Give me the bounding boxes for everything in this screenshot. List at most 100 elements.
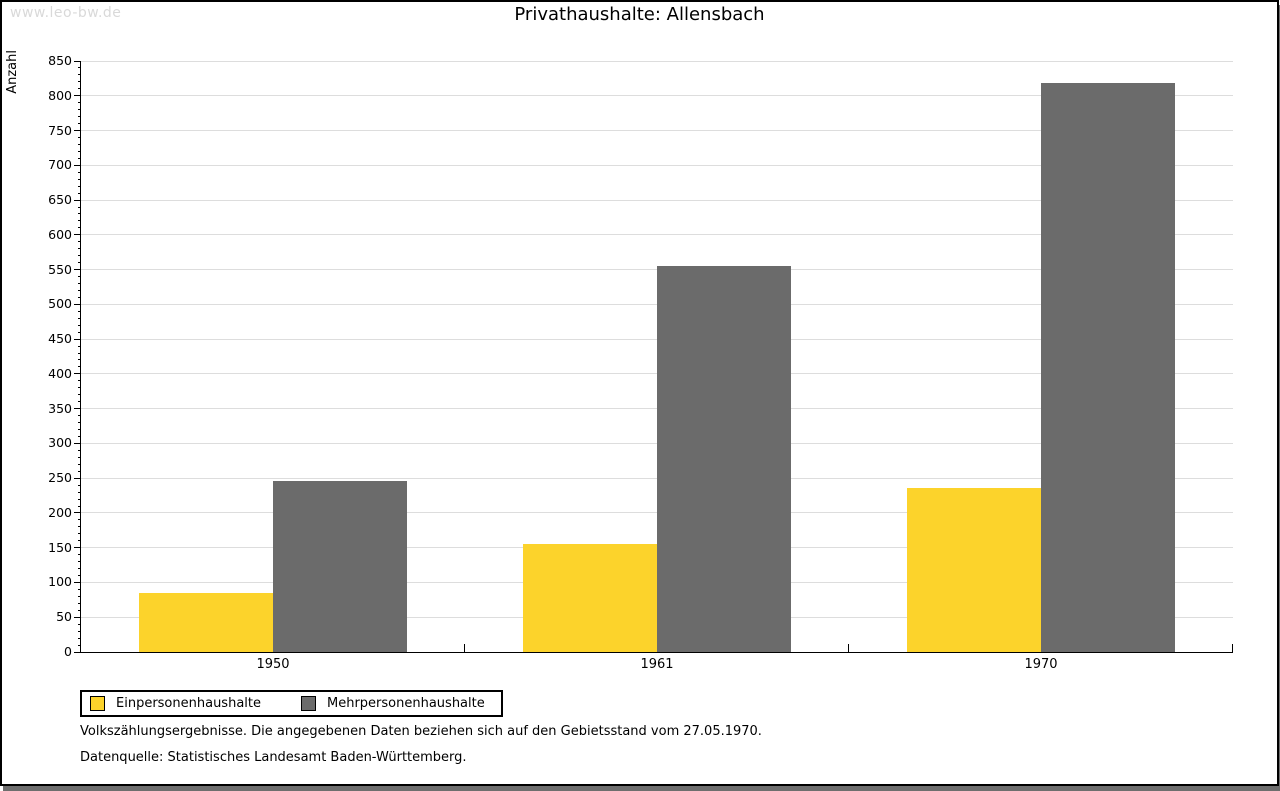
y-minor-tick bbox=[77, 143, 81, 145]
y-minor-tick bbox=[77, 136, 81, 138]
y-minor-tick bbox=[77, 88, 81, 90]
y-major-tick bbox=[74, 338, 81, 340]
y-minor-tick bbox=[77, 262, 81, 264]
y-minor-tick bbox=[77, 463, 81, 465]
footer-source: Datenquelle: Statistisches Landesamt Bad… bbox=[80, 750, 467, 765]
y-tick-label: 500 bbox=[48, 296, 72, 312]
y-tick-label: 400 bbox=[48, 365, 72, 381]
legend-label: Einpersonenhaushalte bbox=[116, 696, 261, 711]
y-tick-label: 0 bbox=[64, 644, 72, 659]
y-minor-tick bbox=[77, 394, 81, 396]
y-major-tick bbox=[74, 234, 81, 236]
bar-mehrpersonenhaushalte-1970 bbox=[1041, 83, 1175, 652]
y-tick-label: 200 bbox=[48, 504, 72, 520]
y-minor-tick bbox=[77, 345, 81, 347]
y-minor-tick bbox=[77, 296, 81, 298]
y-minor-tick bbox=[77, 415, 81, 417]
gridline bbox=[81, 234, 1233, 236]
y-tick-label: 100 bbox=[48, 574, 72, 590]
y-minor-tick bbox=[77, 575, 81, 577]
plot-area: 0 50 100 150 200 250 300 350 400 450 500 550 600 650 7… bbox=[48, 54, 1233, 672]
y-minor-tick bbox=[77, 491, 81, 493]
y-minor-tick bbox=[77, 637, 81, 639]
gridline bbox=[81, 60, 1233, 62]
y-minor-tick bbox=[77, 602, 81, 604]
y-tick-label: 850 bbox=[48, 53, 72, 68]
y-tick-label: 550 bbox=[48, 261, 72, 277]
y-minor-tick bbox=[77, 498, 81, 500]
y-minor-tick bbox=[77, 380, 81, 382]
y-minor-tick bbox=[77, 123, 81, 125]
y-minor-tick bbox=[77, 630, 81, 632]
y-minor-tick bbox=[77, 227, 81, 229]
y-major-tick bbox=[74, 408, 81, 410]
bar-einpersonenhaushalte-1970 bbox=[907, 487, 1041, 652]
y-minor-tick bbox=[77, 470, 81, 472]
y-minor-tick bbox=[77, 609, 81, 611]
footer-note: Volkszählungsergebnisse. Die angegebenen… bbox=[80, 724, 762, 739]
y-minor-tick bbox=[77, 429, 81, 431]
y-tick-label: 450 bbox=[48, 331, 72, 347]
y-minor-tick bbox=[77, 623, 81, 625]
y-minor-tick bbox=[77, 422, 81, 424]
y-minor-tick bbox=[77, 185, 81, 187]
gridline bbox=[81, 130, 1233, 132]
legend-label: Mehrpersonenhaushalte bbox=[327, 696, 485, 711]
y-tick-label: 50 bbox=[56, 609, 72, 625]
y-major-tick bbox=[74, 95, 81, 97]
y-minor-tick bbox=[77, 366, 81, 368]
chart-title: Privathaushalte: Allensbach bbox=[514, 4, 765, 25]
y-minor-tick bbox=[77, 331, 81, 333]
y-tick-label: 150 bbox=[48, 539, 72, 555]
y-minor-tick bbox=[77, 74, 81, 76]
legend: Einpersonenhaushalte Mehrpersonenhaushalt… bbox=[80, 690, 503, 717]
y-minor-tick bbox=[77, 435, 81, 437]
y-minor-tick bbox=[77, 81, 81, 83]
y-minor-tick bbox=[77, 317, 81, 319]
bar-mehrpersonenhaushalte-1950 bbox=[273, 480, 407, 652]
x-boundary-tick bbox=[1231, 644, 1233, 652]
y-minor-tick bbox=[77, 157, 81, 159]
y-minor-tick bbox=[77, 401, 81, 403]
y-minor-tick bbox=[77, 387, 81, 389]
y-minor-tick bbox=[77, 644, 81, 646]
bar-mehrpersonenhaushalte-1961 bbox=[657, 266, 791, 652]
y-major-tick bbox=[74, 303, 81, 305]
y-major-tick bbox=[74, 164, 81, 166]
y-major-tick bbox=[74, 651, 81, 653]
y-tick-label: 700 bbox=[48, 157, 72, 173]
y-minor-tick bbox=[77, 540, 81, 542]
y-minor-tick bbox=[77, 109, 81, 111]
y-major-tick bbox=[74, 130, 81, 132]
y-minor-tick bbox=[77, 519, 81, 521]
y-major-tick bbox=[74, 477, 81, 479]
y-minor-tick bbox=[77, 220, 81, 222]
watermark: www.leo-bw.de bbox=[10, 5, 122, 21]
y-minor-tick bbox=[77, 241, 81, 243]
y-major-tick bbox=[74, 581, 81, 583]
y-minor-tick bbox=[77, 213, 81, 215]
y-minor-tick bbox=[77, 324, 81, 326]
y-minor-tick bbox=[77, 67, 81, 69]
bar-einpersonenhaushalte-1950 bbox=[139, 592, 273, 652]
y-minor-tick bbox=[77, 289, 81, 291]
x-boundary-tick bbox=[847, 644, 849, 652]
y-minor-tick bbox=[77, 505, 81, 507]
y-minor-tick bbox=[77, 171, 81, 173]
y-minor-tick bbox=[77, 283, 81, 284]
y-tick-label: 600 bbox=[48, 226, 72, 242]
y-minor-tick bbox=[77, 484, 81, 486]
y-major-tick bbox=[74, 442, 81, 444]
y-minor-tick bbox=[77, 352, 81, 354]
x-category-label: 1970 bbox=[1024, 657, 1058, 672]
y-minor-tick bbox=[77, 178, 81, 180]
y-tick-label: 800 bbox=[48, 87, 72, 103]
y-minor-tick bbox=[77, 561, 81, 563]
y-minor-tick bbox=[77, 206, 81, 208]
x-category-label: 1961 bbox=[640, 657, 674, 672]
y-minor-tick bbox=[77, 192, 81, 194]
y-minor-tick bbox=[77, 116, 81, 118]
x-boundary-tick bbox=[463, 644, 465, 652]
legend-swatch bbox=[90, 696, 105, 711]
